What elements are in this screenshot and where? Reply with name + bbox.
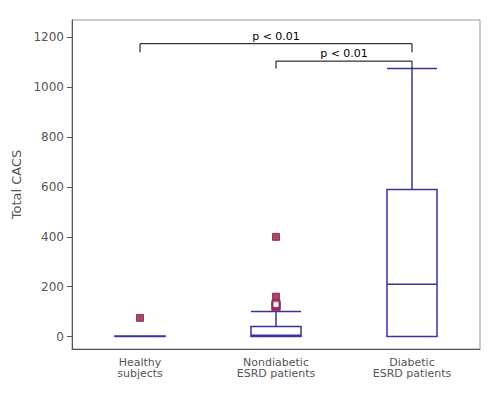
svg-text:800: 800 — [41, 130, 64, 144]
svg-text:Total CACS: Total CACS — [9, 150, 24, 221]
svg-text:0: 0 — [56, 330, 64, 344]
svg-text:ESRD patients: ESRD patients — [373, 367, 452, 380]
svg-text:Nondiabetic: Nondiabetic — [243, 356, 309, 369]
svg-text:200: 200 — [41, 280, 64, 294]
svg-text:600: 600 — [41, 180, 64, 194]
svg-text:ESRD patients: ESRD patients — [237, 367, 316, 380]
svg-text:1000: 1000 — [33, 80, 64, 94]
svg-text:1200: 1200 — [33, 30, 64, 44]
svg-text:p < 0.01: p < 0.01 — [252, 30, 300, 43]
svg-text:Diabetic: Diabetic — [389, 356, 435, 369]
svg-text:p < 0.01: p < 0.01 — [320, 47, 368, 60]
svg-text:Healthy: Healthy — [118, 356, 162, 369]
svg-text:subjects: subjects — [117, 367, 163, 380]
svg-text:400: 400 — [41, 230, 64, 244]
